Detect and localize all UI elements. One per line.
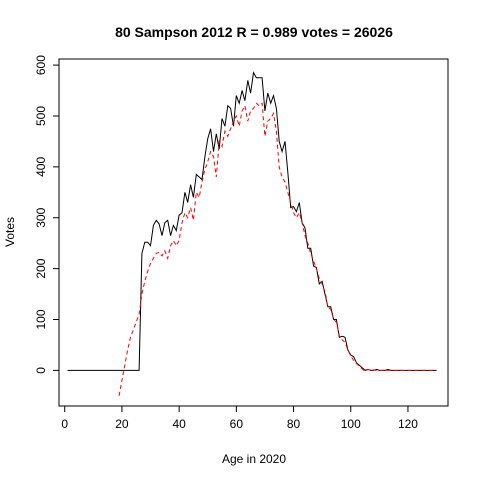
- x-axis: 0 20 40 60 80 100 120: [61, 406, 418, 431]
- y-axis-label: Votes: [3, 217, 17, 247]
- y-tick-label: 500: [34, 106, 48, 126]
- x-tick-label: 0: [61, 417, 68, 431]
- y-tick-label: 400: [34, 157, 48, 177]
- y-tick-label: 100: [34, 309, 48, 329]
- x-tick-label: 20: [115, 417, 129, 431]
- chart-title: 80 Sampson 2012 R = 0.989 votes = 26026: [115, 24, 393, 40]
- series-line-2: [119, 103, 437, 396]
- x-tick-label: 80: [287, 417, 301, 431]
- x-tick-label: 120: [398, 417, 418, 431]
- y-tick-label: 600: [34, 55, 48, 75]
- y-tick-label: 0: [34, 367, 48, 374]
- x-axis-label: Age in 2020: [222, 452, 286, 466]
- series-layer: [68, 73, 437, 396]
- series-line-1: [68, 73, 437, 371]
- y-tick-label: 300: [34, 207, 48, 227]
- x-tick-label: 100: [341, 417, 361, 431]
- y-axis: 0 100 200 300 400 500 600: [34, 55, 59, 374]
- plot-frame: [59, 59, 448, 406]
- x-tick-label: 60: [230, 417, 244, 431]
- y-tick-label: 200: [34, 258, 48, 278]
- x-tick-label: 40: [172, 417, 186, 431]
